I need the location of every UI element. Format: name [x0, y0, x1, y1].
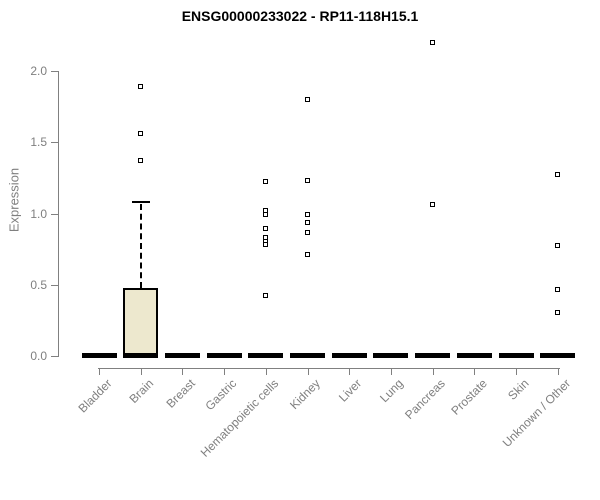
outlier-point — [304, 211, 310, 217]
x-category-label: Kidney — [286, 376, 323, 413]
y-tick-label: 1.0 — [30, 206, 47, 221]
y-tick-label: 2.0 — [30, 64, 47, 78]
outlier-point — [304, 96, 310, 102]
x-axis-tick — [516, 368, 517, 375]
x-category-label: Skin — [504, 376, 532, 403]
median-bar — [206, 353, 242, 358]
outlier-point — [262, 211, 268, 217]
median-bar — [456, 353, 492, 358]
x-axis-tick — [99, 368, 100, 375]
y-axis-line — [58, 71, 59, 357]
x-axis-tick — [349, 368, 351, 375]
outlier-point — [262, 179, 268, 185]
outlier-point — [554, 243, 560, 249]
median-bar — [331, 353, 367, 358]
x-axis-tick — [182, 368, 184, 375]
x-axis-tick — [390, 368, 392, 375]
median-bar — [248, 353, 284, 358]
outlier-point — [304, 220, 310, 226]
x-axis-tick — [140, 368, 142, 375]
whisker-line — [139, 204, 142, 288]
x-axis-tick — [224, 368, 226, 375]
y-tick-label: 0.0 — [30, 349, 47, 363]
x-axis-tick — [432, 368, 434, 375]
x-category-label: Pancreas — [402, 376, 448, 423]
chart-title: ENSG00000233022 - RP11-118H15.1 — [181, 8, 419, 24]
outlier-point — [304, 177, 310, 183]
outlier-point — [554, 172, 560, 178]
outlier-point — [137, 130, 143, 136]
outlier-point — [429, 201, 435, 207]
x-axis-tick — [265, 368, 267, 375]
x-axis-line — [98, 368, 560, 369]
median-bar — [81, 353, 117, 358]
median-bar — [373, 353, 409, 358]
outlier-point — [554, 287, 560, 293]
x-category-label: Brain — [126, 376, 156, 407]
outlier-point — [429, 39, 435, 45]
outlier-point — [262, 293, 268, 299]
outlier-point — [137, 83, 143, 89]
whisker-cap — [131, 201, 150, 204]
y-axis-tick — [51, 142, 58, 144]
x-axis-tick — [307, 368, 309, 375]
y-axis-tick — [51, 356, 58, 357]
outlier-point — [137, 157, 143, 163]
x-axis-tick — [557, 368, 559, 375]
x-category-label: Hematopoietic cells — [197, 376, 282, 460]
y-tick-label: 0.5 — [30, 277, 47, 292]
median-bar — [540, 353, 576, 358]
y-axis-label: Expression — [6, 167, 22, 233]
y-axis-tick — [51, 213, 58, 215]
median-bar — [123, 353, 159, 358]
median-bar — [290, 353, 325, 358]
x-category-label: Liver — [336, 376, 365, 405]
box-iqr — [123, 287, 159, 358]
y-axis-tick — [51, 71, 58, 72]
x-category-label: Breast — [163, 376, 198, 411]
outlier-point — [262, 226, 268, 232]
median-bar — [498, 353, 534, 358]
outlier-point — [554, 310, 560, 316]
x-category-label: Gastric — [202, 376, 240, 414]
median-bar — [415, 353, 451, 358]
y-tick-label: 1.5 — [30, 135, 47, 150]
x-axis-tick — [474, 368, 476, 375]
y-axis-tick — [51, 284, 58, 286]
x-category-label: Bladder — [75, 376, 115, 416]
outlier-point — [304, 251, 310, 257]
x-category-label: Prostate — [447, 376, 490, 418]
outlier-point — [262, 241, 268, 247]
outlier-point — [304, 230, 310, 236]
x-category-label: Lung — [377, 376, 407, 406]
median-bar — [164, 353, 200, 358]
